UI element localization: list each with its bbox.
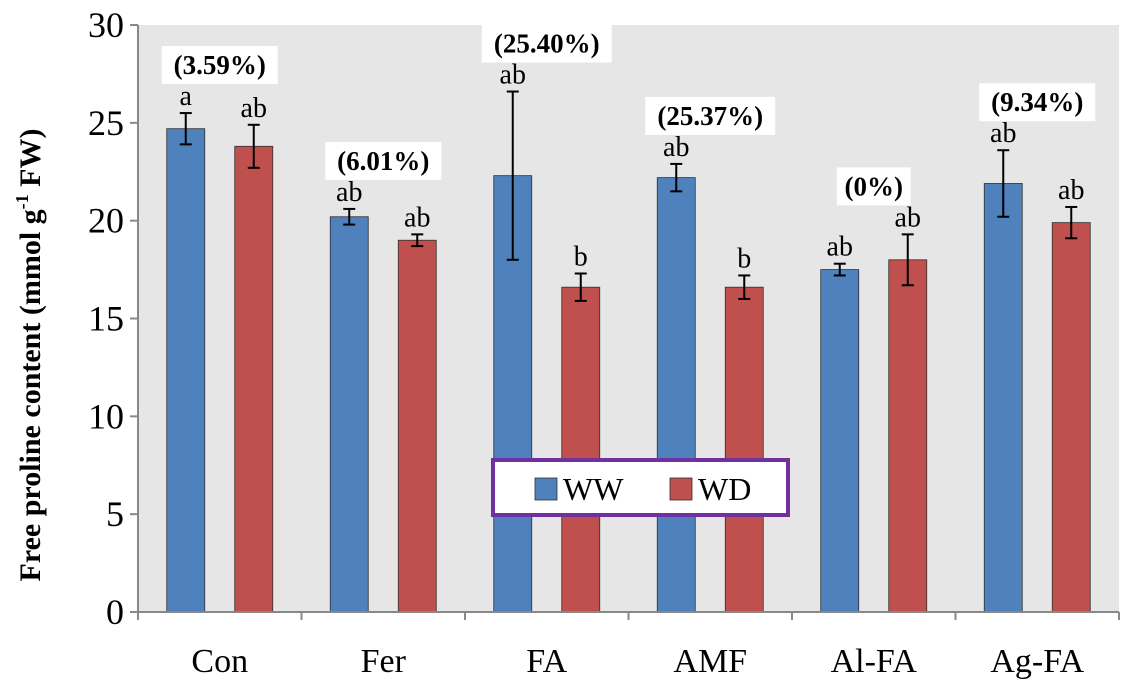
significance-letter: a [180,81,193,112]
bar-wd [561,286,601,613]
bar-wd [397,239,437,613]
x-category-label: Ag-FA [990,643,1084,680]
percent-label-box [979,83,1096,122]
percent-label-box [836,167,911,206]
percent-label: (9.34%) [991,87,1083,117]
percent-label-box [645,96,776,135]
legend-swatch-wd [669,477,693,501]
significance-letter: b [737,243,751,274]
x-category-label: Al-FA [831,643,918,680]
significance-letter: ab [336,177,362,208]
x-category-label: Fer [361,643,407,680]
bar-wd [234,145,274,613]
percent-label-box [161,46,278,85]
legend-label-wd: WD [698,471,751,507]
bar-wd [724,286,764,613]
significance-letter: b [574,241,588,272]
significance-letter: ab [500,60,526,91]
percent-label-box [481,24,612,63]
bar-ww [329,216,369,613]
y-axis: 0 5 10 15 20 25 30 [88,5,139,632]
x-category-label: Con [191,643,248,680]
significance-letter: ab [1058,175,1084,206]
significance-letter: ab [663,132,689,163]
y-tick-label: 0 [106,592,124,632]
bar-ww [983,183,1023,613]
legend-swatch-ww [534,477,558,501]
significance-letter: ab [241,93,267,124]
x-category-label: FA [526,643,567,680]
bar-wd [1051,222,1091,613]
percent-label: (0%) [845,171,903,201]
percent-label: (3.59%) [174,50,266,80]
bar-ww [166,128,206,613]
bar-ww [820,269,860,613]
percent-label: (6.01%) [337,146,429,176]
x-axis: Con Fer FA AMF Al-FA Ag-FA [137,611,1120,680]
percent-label: (25.40%) [494,29,600,59]
percent-label-box [325,141,442,180]
y-axis-title: Free proline content (mmol g-1 FW) [12,129,47,582]
bars [166,90,1091,613]
significance-letter: ab [895,202,921,233]
plot-area [138,25,1119,612]
bar-ww [656,177,696,613]
x-category-label: AMF [673,643,747,680]
bar-labels: a ab ab ab ab ab ab ab b b ab ab (3.59%) (6.01%) (25.4… [161,24,1096,274]
significance-letter: ab [990,118,1016,149]
y-tick-label: 10 [88,396,124,436]
y-tick-label: 30 [88,5,124,45]
y-tick-label: 15 [88,299,124,339]
y-tick-label: 20 [88,201,124,241]
significance-letter: ab [827,232,853,263]
legend-label-ww: WW [563,471,624,507]
significance-letter: ab [404,202,430,233]
legend: WW WD [491,458,790,517]
y-tick-label: 5 [106,494,124,534]
bar-wd [888,259,928,613]
y-tick-label: 25 [88,103,124,143]
percent-label: (25.37%) [657,101,763,131]
